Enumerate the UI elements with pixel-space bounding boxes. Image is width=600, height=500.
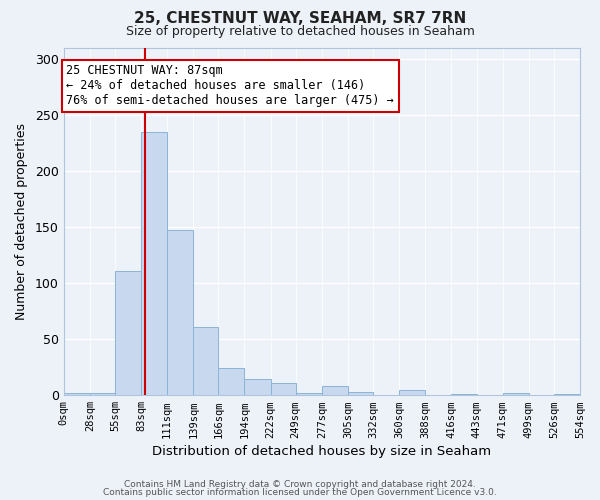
Bar (141, 132, 167, 395)
Bar (348, 392, 373, 395)
Bar (64, 393, 90, 395)
Y-axis label: Number of detached properties: Number of detached properties (15, 123, 28, 320)
X-axis label: Distribution of detached houses by size in Seaham: Distribution of detached houses by size … (152, 444, 491, 458)
Bar (115, 270, 141, 395)
Bar (399, 390, 425, 395)
Bar (451, 394, 476, 395)
Bar (503, 393, 529, 395)
Text: 25 CHESTNUT WAY: 87sqm
← 24% of detached houses are smaller (146)
76% of semi-de: 25 CHESTNUT WAY: 87sqm ← 24% of detached… (67, 64, 394, 108)
Text: 25, CHESTNUT WAY, SEAHAM, SR7 7RN: 25, CHESTNUT WAY, SEAHAM, SR7 7RN (134, 11, 466, 26)
Bar (167, 230, 193, 395)
Bar (554, 394, 580, 395)
Text: Contains HM Land Registry data © Crown copyright and database right 2024.: Contains HM Land Registry data © Crown c… (124, 480, 476, 489)
Bar (271, 383, 296, 395)
Bar (244, 380, 271, 395)
Text: Contains public sector information licensed under the Open Government Licence v3: Contains public sector information licen… (103, 488, 497, 497)
Bar (296, 393, 322, 395)
Bar (218, 368, 244, 395)
Bar (90, 393, 115, 395)
Text: Size of property relative to detached houses in Seaham: Size of property relative to detached ho… (125, 25, 475, 38)
Bar (193, 327, 218, 395)
Bar (322, 386, 348, 395)
